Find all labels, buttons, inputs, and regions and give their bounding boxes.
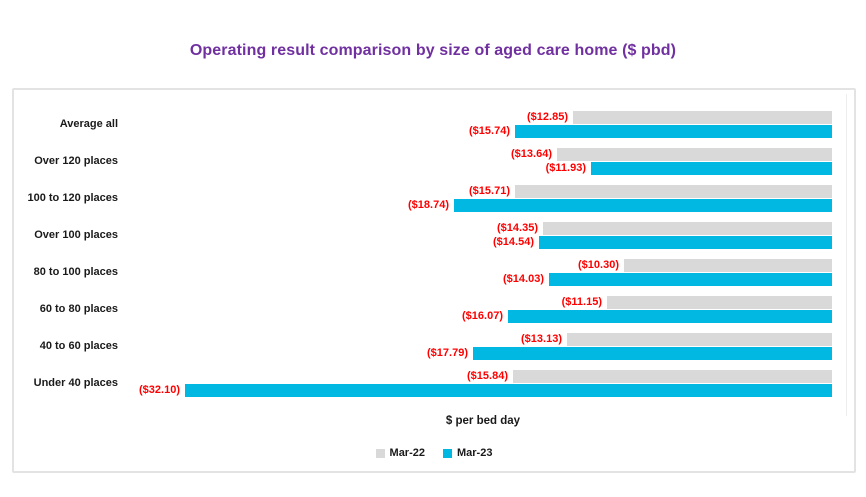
category-label: Under 40 places xyxy=(33,377,118,389)
bar-mar-22 xyxy=(513,370,832,383)
value-axis-gridline xyxy=(846,94,847,416)
category-label: Average all xyxy=(59,118,118,130)
bar-mar-23 xyxy=(539,236,832,249)
category-label: 60 to 80 places xyxy=(39,303,118,315)
chart-rows: Average all ($12.85) ($15.74) Over 120 plac… xyxy=(14,90,854,471)
legend-label-mar22: Mar-22 xyxy=(389,447,425,459)
legend-item-mar23: Mar-23 xyxy=(443,447,492,459)
chart-row: 40 to 60 places ($13.13) ($17.79) xyxy=(14,333,854,360)
bar-mar-22 xyxy=(515,185,832,198)
chart-row: Over 100 places ($14.35) ($14.54) xyxy=(14,222,854,249)
category-label: 40 to 60 places xyxy=(39,340,118,352)
chart-row: 60 to 80 places ($11.15) ($16.07) xyxy=(14,296,854,323)
chart-row: Average all ($12.85) ($15.74) xyxy=(14,111,854,138)
chart-legend: Mar-22 Mar-23 xyxy=(14,447,854,459)
category-label: Over 100 places xyxy=(34,229,118,241)
category-label: 80 to 100 places xyxy=(33,266,118,278)
bar-mar-22 xyxy=(573,111,832,124)
bar-mar-23 xyxy=(508,310,832,323)
chart-title: Operating result comparison by size of a… xyxy=(189,42,677,59)
chart-row: Under 40 places ($15.84) ($32.10) xyxy=(14,370,854,397)
legend-swatch-mar23-icon xyxy=(443,448,452,458)
bar-mar-22 xyxy=(607,296,832,309)
data-label-mar-22: ($11.15) xyxy=(561,296,602,308)
bar-mar-23 xyxy=(515,125,832,138)
legend-swatch-mar22-icon xyxy=(375,448,385,458)
data-label-mar-22: ($13.13) xyxy=(521,333,562,345)
bar-mar-22 xyxy=(557,148,832,161)
bar-mar-22 xyxy=(624,259,832,272)
bar-mar-23 xyxy=(549,273,832,286)
category-label: Over 120 places xyxy=(34,155,118,167)
legend-label-mar23: Mar-23 xyxy=(457,447,493,459)
chart-row: Over 120 places ($13.64) ($11.93) xyxy=(14,148,854,175)
data-label-mar-22: ($13.64) xyxy=(511,148,552,160)
bar-mar-22 xyxy=(543,222,832,235)
data-label-mar-23: ($32.10) xyxy=(139,384,180,396)
data-label-mar-23: ($11.93) xyxy=(545,162,586,174)
chart-row: 80 to 100 places ($10.30) ($14.03) xyxy=(14,259,854,286)
chart-row: 100 to 120 places ($15.71) ($18.74) xyxy=(14,185,854,212)
data-label-mar-23: ($14.03) xyxy=(503,273,544,285)
data-label-mar-23: ($14.54) xyxy=(493,236,534,248)
data-label-mar-22: ($10.30) xyxy=(578,259,619,271)
bar-mar-23 xyxy=(185,384,832,397)
data-label-mar-22: ($15.71) xyxy=(469,185,510,197)
data-label-mar-23: ($16.07) xyxy=(462,310,503,322)
legend-item-mar22: Mar-22 xyxy=(375,447,425,459)
bar-mar-23 xyxy=(591,162,832,175)
bar-mar-23 xyxy=(454,199,832,212)
bar-mar-22 xyxy=(567,333,832,346)
category-label: 100 to 120 places xyxy=(27,192,118,204)
data-label-mar-23: ($15.74) xyxy=(469,125,510,137)
data-label-mar-22: ($12.85) xyxy=(527,111,568,123)
bar-mar-23 xyxy=(473,347,832,360)
chart-panel: Average all ($12.85) ($15.74) Over 120 plac… xyxy=(12,88,856,473)
data-label-mar-22: ($14.35) xyxy=(497,222,538,234)
data-label-mar-22: ($15.84) xyxy=(467,370,508,382)
data-label-mar-23: ($17.79) xyxy=(427,347,468,359)
value-axis-title: $ per bed day xyxy=(445,415,521,427)
data-label-mar-23: ($18.74) xyxy=(408,199,449,211)
